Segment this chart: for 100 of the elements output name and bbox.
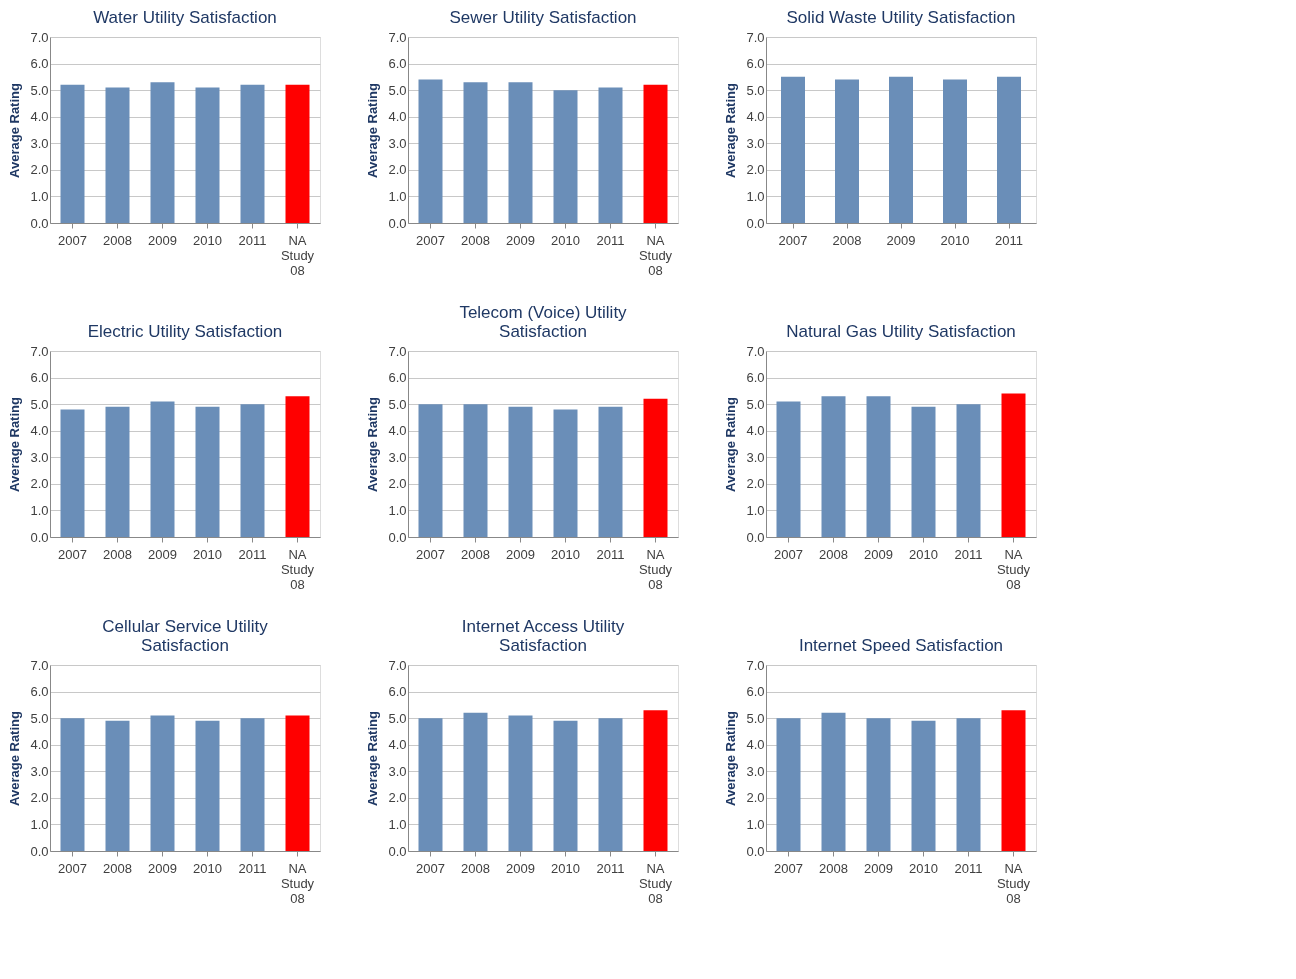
y-tick-label: 4.0 [30, 423, 49, 439]
x-tick-label: 2007 [416, 546, 445, 562]
x-tick-label: 2009 [864, 860, 893, 876]
y-tick-label: 4.0 [746, 423, 765, 439]
x-tick-label: NA Study 08 [280, 232, 315, 278]
x-tick-label: 2008 [461, 232, 490, 248]
bar [463, 404, 488, 537]
bar [643, 398, 668, 537]
y-tick-label: 6.0 [746, 684, 765, 700]
y-tick-label: 1.0 [388, 188, 407, 204]
x-tick-label: 2008 [103, 860, 132, 876]
y-tick-label: 6.0 [30, 370, 49, 386]
x-tick-label: 2010 [551, 546, 580, 562]
bar [643, 84, 668, 223]
y-tick-label: 7.0 [388, 29, 407, 45]
bar [463, 712, 488, 851]
bar [598, 406, 623, 537]
bar [463, 82, 488, 223]
x-tick-label: 2011 [995, 232, 1023, 248]
y-tick-label: 2.0 [746, 476, 765, 492]
y-tick-label: 1.0 [746, 816, 765, 832]
chart-title: Solid Waste Utility Satisfaction [786, 8, 1016, 27]
bar [776, 718, 801, 851]
y-tick-label: 7.0 [388, 343, 407, 359]
y-tick-label: 3.0 [746, 449, 765, 465]
bar [643, 710, 668, 851]
x-tick-label: 2007 [774, 546, 803, 562]
chart-title: Internet Access Utility Satisfaction [461, 617, 625, 655]
x-tick-label: NA Study 08 [638, 860, 673, 906]
y-tick-label: 6.0 [388, 684, 407, 700]
x-tick-label: 2008 [832, 232, 862, 248]
y-tick-label: 3.0 [30, 135, 49, 151]
y-axis-title: Average Rating [365, 397, 381, 492]
y-tick-label: 0.0 [746, 529, 765, 545]
bar [866, 396, 891, 537]
bar [105, 406, 130, 537]
y-tick-label: 3.0 [30, 449, 49, 465]
bar [821, 712, 846, 851]
x-tick-label: 2010 [551, 232, 580, 248]
y-tick-label: 1.0 [30, 502, 49, 518]
y-tick-label: 4.0 [388, 737, 407, 753]
y-tick-label: 7.0 [30, 657, 49, 673]
x-tick-label: 2007 [58, 546, 87, 562]
bar [418, 404, 443, 537]
bar [956, 718, 981, 851]
bar [776, 401, 801, 537]
y-tick-label: 5.0 [746, 710, 765, 726]
bar [821, 396, 846, 537]
x-tick-label: 2011 [238, 860, 267, 876]
bar [285, 396, 310, 537]
y-tick-label: 3.0 [388, 135, 407, 151]
bar [1001, 393, 1026, 537]
y-tick-label: 7.0 [30, 343, 49, 359]
y-tick-label: 5.0 [30, 710, 49, 726]
bar [195, 406, 220, 537]
y-tick-label: 0.0 [30, 843, 49, 859]
y-tick-label: 2.0 [746, 162, 765, 178]
y-tick-label: 5.0 [388, 710, 407, 726]
bar [508, 715, 533, 851]
x-tick-label: 2008 [819, 860, 848, 876]
x-tick-label: 2007 [416, 860, 445, 876]
chart-title: Cellular Service Utility Satisfaction [102, 617, 269, 655]
x-tick-label: 2010 [193, 546, 222, 562]
x-tick-label: 2011 [596, 232, 625, 248]
x-tick-label: 2009 [148, 860, 177, 876]
bar [240, 404, 265, 537]
chart-title: Electric Utility Satisfaction [87, 322, 283, 341]
y-axis-title: Average Rating [365, 83, 381, 178]
y-tick-label: 5.0 [388, 82, 407, 98]
x-tick-label: 2008 [461, 860, 490, 876]
x-tick-label: NA Study 08 [280, 546, 315, 592]
bar [911, 720, 936, 851]
y-axis-title: Average Rating [7, 397, 23, 492]
y-tick-label: 7.0 [30, 29, 49, 45]
x-tick-label: 2009 [506, 232, 535, 248]
x-tick-label: 2011 [954, 546, 983, 562]
x-tick-label: 2007 [416, 232, 445, 248]
x-tick-label: 2011 [596, 860, 625, 876]
bar [911, 406, 936, 537]
x-tick-label: 2007 [58, 860, 87, 876]
chart-title: Water Utility Satisfaction [93, 8, 277, 27]
y-tick-label: 5.0 [746, 82, 765, 98]
x-tick-label: 2011 [238, 232, 267, 248]
x-tick-label: 2007 [778, 232, 808, 248]
x-tick-label: 2011 [954, 860, 983, 876]
y-tick-label: 1.0 [746, 188, 765, 204]
x-tick-label: 2009 [148, 546, 177, 562]
x-tick-label: 2010 [940, 232, 970, 248]
y-tick-label: 5.0 [30, 396, 49, 412]
bar [598, 87, 623, 223]
x-tick-label: 2009 [506, 860, 535, 876]
y-tick-label: 5.0 [30, 82, 49, 98]
x-tick-label: 2010 [193, 860, 222, 876]
y-tick-label: 0.0 [388, 215, 407, 231]
y-tick-label: 0.0 [30, 215, 49, 231]
y-axis-title: Average Rating [7, 711, 23, 806]
y-tick-label: 6.0 [746, 370, 765, 386]
y-axis-title: Average Rating [365, 711, 381, 806]
chart-title: Telecom (Voice) Utility Satisfaction [459, 303, 628, 341]
y-tick-label: 3.0 [388, 449, 407, 465]
